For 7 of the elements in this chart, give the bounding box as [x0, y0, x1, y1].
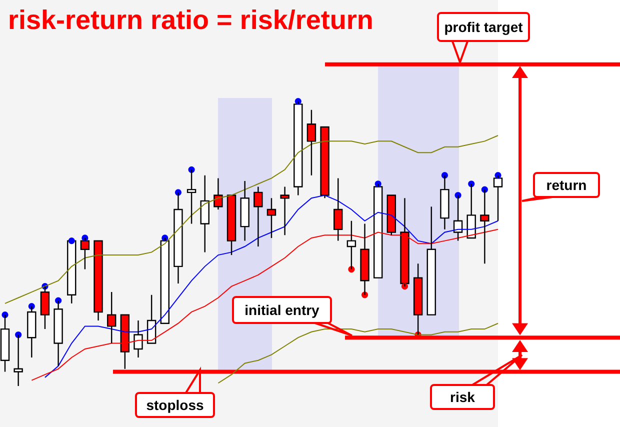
chart-title: risk-return ratio = risk/return: [8, 5, 374, 36]
text: return: [533, 172, 600, 198]
point: [68, 238, 75, 244]
ref-line-label: initial entry: [232, 296, 332, 324]
ref-line-label: profit target: [437, 12, 530, 42]
text: risk: [430, 384, 495, 410]
legend-label: stoploss: [135, 392, 215, 418]
